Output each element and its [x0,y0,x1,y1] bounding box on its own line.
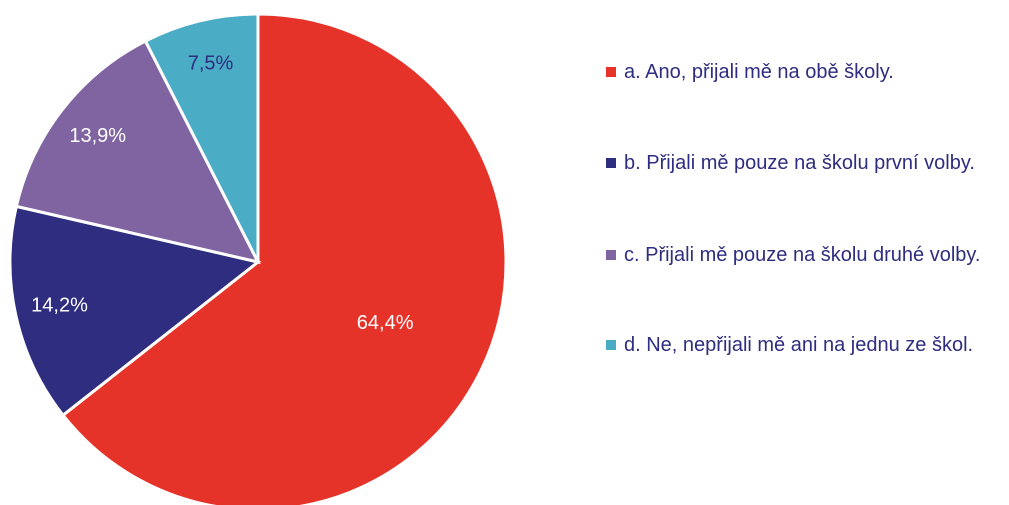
pie-slice [60,12,508,505]
legend-swatch [606,158,616,168]
pie-slice [8,204,262,418]
data-label: 13,9% [69,125,126,147]
legend-label: a. Ano, přijali mě na obě školy. [624,61,894,83]
data-label: 14,2% [31,295,88,317]
legend-item: c. Přijali mě pouze na školu druhé volby… [606,240,996,270]
legend-swatch [606,250,616,260]
pie-slice [14,39,261,265]
pie-slice [143,12,260,263]
legend-label: c. Přijali mě pouze na školu druhé volby… [624,244,981,266]
legend-swatch [606,340,616,350]
legend-label: d. Ne, nepřijali mě ani na jednu ze škol… [624,334,974,356]
legend-label: b. Přijali mě pouze na školu první volby… [624,152,975,174]
legend-item: b. Přijali mě pouze na školu první volby… [606,148,996,178]
data-label: 7,5% [188,53,234,75]
legend-swatch [606,67,616,77]
legend-item: d. Ne, nepřijali mě ani na jednu ze škol… [606,330,996,360]
legend-item: a. Ano, přijali mě na obě školy. [606,57,996,87]
data-label: 64,4% [357,312,414,334]
